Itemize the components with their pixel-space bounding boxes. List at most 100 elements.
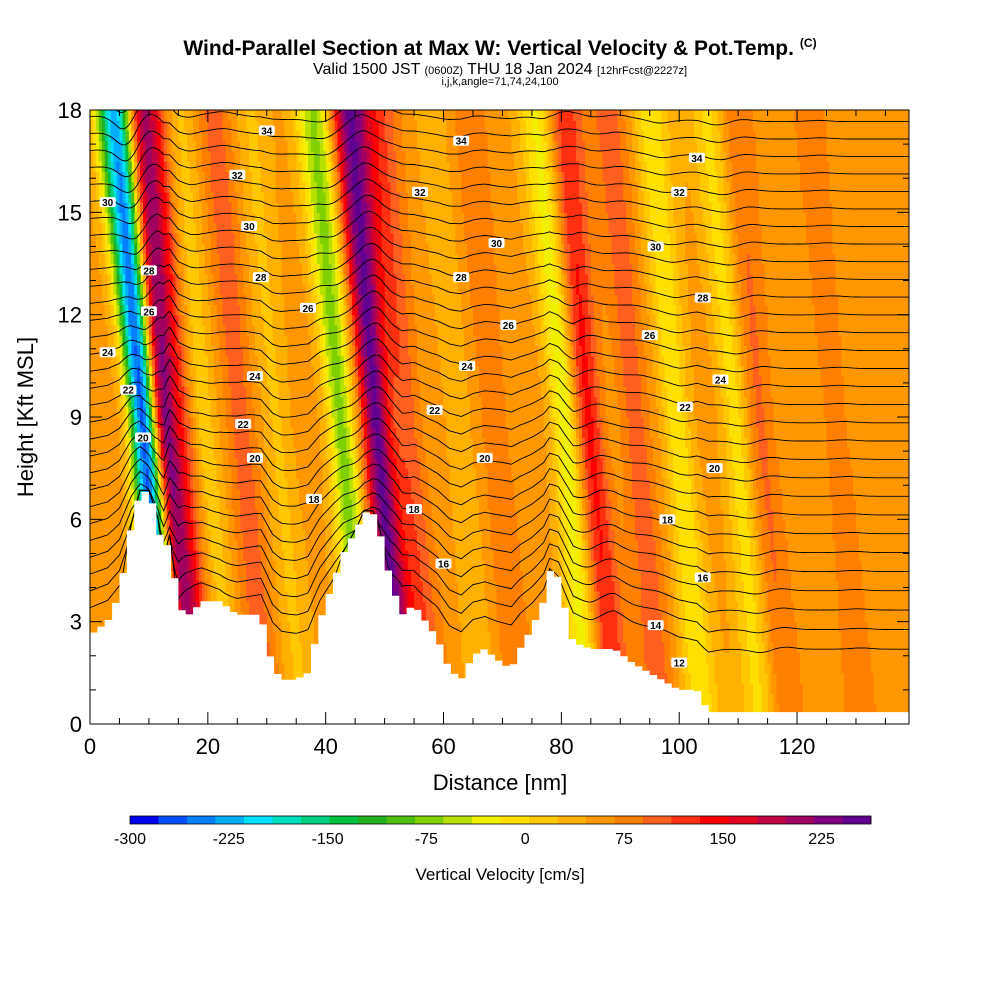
velocity-cell [425,611,436,623]
velocity-cell [328,437,333,449]
velocity-cell [175,427,179,439]
velocity-cell [378,324,383,336]
velocity-cell [402,570,406,582]
velocity-cell [590,253,613,265]
velocity-cell [602,539,610,551]
velocity-cell [187,386,191,398]
velocity-cell [225,498,233,510]
velocity-cell [249,437,259,449]
velocity-cell [237,202,244,213]
velocity-cell [375,324,380,336]
velocity-cell [658,314,677,326]
velocity-cell [210,314,218,326]
velocity-cell [90,324,109,336]
velocity-cell [446,427,471,439]
velocity-cell [726,263,733,275]
velocity-cell [440,355,465,367]
velocity-cell [231,498,241,510]
velocity-cell [693,386,716,398]
velocity-cell [207,539,212,551]
velocity-cell [587,560,592,572]
velocity-cell [741,652,751,664]
velocity-cell [428,468,451,479]
velocity-cell [199,468,206,479]
velocity-cell [90,202,94,213]
velocity-cell [643,263,651,275]
velocity-cell [584,335,592,346]
velocity-cell [655,376,663,387]
velocity-cell [140,478,144,490]
velocity-cell [352,437,356,449]
velocity-cell [369,498,374,510]
velocity-cell [705,590,719,602]
velocity-cell [729,304,736,316]
velocity-cell [196,590,200,602]
velocity-cell [163,498,168,510]
velocity-cell [237,468,253,479]
velocity-cell [708,683,719,694]
velocity-cell [384,406,389,418]
velocity-cell [187,447,194,459]
velocity-cell [154,335,159,346]
velocity-cell [596,601,601,613]
velocity-cell [511,468,548,479]
velocity-cell [390,519,395,531]
velocity-cell [193,478,200,490]
velocity-cell [349,324,353,336]
velocity-cell [649,417,660,428]
velocity-cell [143,202,147,213]
velocity-cell [434,621,445,633]
velocity-cell [110,222,115,234]
velocity-cell [325,335,330,346]
velocity-cell [705,243,716,254]
velocity-cell [717,693,745,705]
velocity-cell [201,222,209,234]
velocity-cell [355,417,359,428]
velocity-cell [411,478,421,490]
velocity-cell [134,345,138,357]
velocity-cell [352,304,356,316]
velocity-cell [643,631,663,643]
velocity-cell [552,212,557,224]
velocity-cell [472,304,501,316]
velocity-cell [169,550,174,561]
velocity-cell [260,304,274,316]
velocity-cell [178,232,182,244]
velocity-cell [767,590,792,602]
velocity-cell [384,539,392,551]
velocity-cell [369,212,374,224]
velocity-cell [749,417,757,428]
velocity-cell [308,570,330,582]
velocity-cell [207,519,221,531]
velocity-cell [334,202,339,213]
velocity-cell [823,396,845,408]
velocity-cell [113,243,118,254]
velocity-cell [246,294,253,306]
velocity-cell [361,335,365,346]
velocity-cell [181,253,188,265]
velocity-cell [581,529,586,541]
velocity-cell [475,355,504,367]
velocity-cell [573,376,577,387]
velocity-cell [838,314,909,326]
velocity-cell [770,631,798,643]
velocity-cell [216,304,224,316]
velocity-cell [316,406,324,418]
velocity-cell [640,386,648,398]
velocity-cell [263,212,280,224]
velocity-cell [234,427,250,439]
velocity-cell [299,611,315,623]
velocity-cell [711,232,724,244]
velocity-cell [372,222,377,234]
velocity-cell [172,386,177,398]
velocity-cell [207,365,215,377]
velocity-cell [673,202,686,213]
velocity-cell [148,212,159,224]
velocity-cell [263,590,271,602]
velocity-cell [835,570,863,582]
velocity-cell [573,437,577,449]
velocity-cell [735,580,745,592]
velocity-cell [587,468,592,479]
velocity-cell [549,488,557,500]
velocity-cell [558,263,562,275]
